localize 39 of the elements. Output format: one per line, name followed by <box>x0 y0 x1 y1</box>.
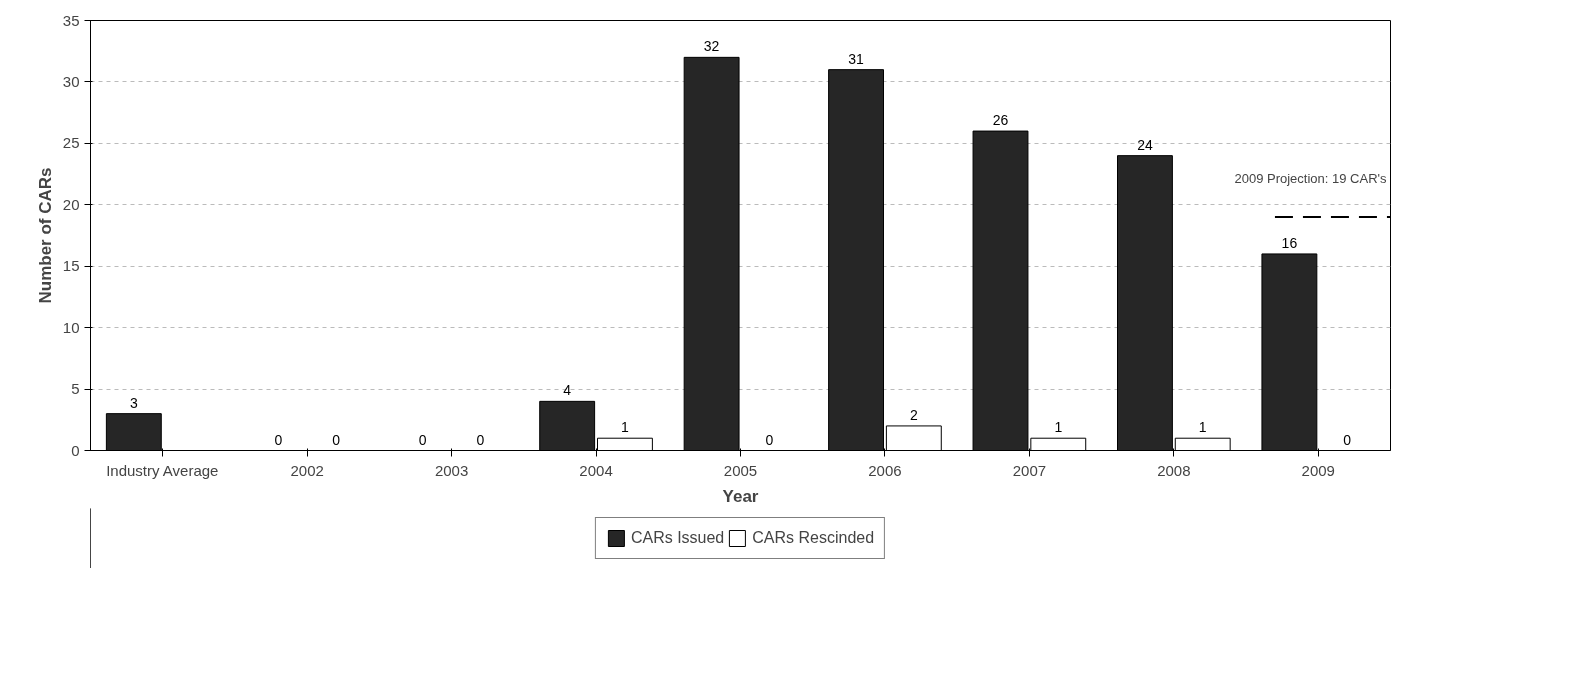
y-tick-label: 35 <box>62 11 80 29</box>
data-label: 26 <box>992 112 1009 129</box>
data-label: 0 <box>332 431 341 448</box>
data-label: 1 <box>621 419 630 436</box>
y-axis-title: Number of CARs <box>35 167 55 304</box>
data-label: 4 <box>563 382 572 399</box>
data-label: 0 <box>418 431 427 448</box>
data-label: 2 <box>909 406 918 423</box>
data-label: 0 <box>765 431 774 448</box>
x-tick-label: Industry Average <box>106 461 219 479</box>
x-tick-label: 2008 <box>1157 461 1191 479</box>
y-tick-label: 15 <box>62 257 80 275</box>
x-tick-label: 2003 <box>434 461 469 479</box>
y-tick-label: 30 <box>62 72 80 90</box>
x-axis-title: Year <box>722 486 759 506</box>
x-tick-label: 2005 <box>723 461 758 479</box>
legend-label: CARs Issued <box>630 529 725 547</box>
y-tick-label: 0 <box>71 441 80 459</box>
y-tick-label: 25 <box>62 134 80 152</box>
y-tick-label: 5 <box>71 380 80 398</box>
data-label: 31 <box>848 50 865 67</box>
y-tick-label: 10 <box>62 318 80 336</box>
x-tick-label: 2007 <box>1012 461 1047 479</box>
ref-line-label: 2009 Projection: 19 CAR's <box>1234 171 1387 187</box>
data-label: 16 <box>1281 234 1298 251</box>
x-tick-label: 2009 <box>1301 461 1335 479</box>
x-tick-label: 2006 <box>868 461 902 479</box>
x-tick-label: 2004 <box>579 461 613 479</box>
data-label: 24 <box>1137 136 1153 153</box>
data-label: 0 <box>1343 431 1352 448</box>
data-label: 32 <box>703 38 720 55</box>
data-label: 0 <box>274 431 283 448</box>
legend-label: CARs Rescinded <box>752 529 875 547</box>
x-tick-label: 2002 <box>290 461 324 479</box>
data-label: 0 <box>476 431 485 448</box>
data-label: 1 <box>1054 419 1063 436</box>
data-label: 1 <box>1198 419 1207 436</box>
y-tick-label: 20 <box>62 195 80 213</box>
data-label: 3 <box>129 394 138 411</box>
